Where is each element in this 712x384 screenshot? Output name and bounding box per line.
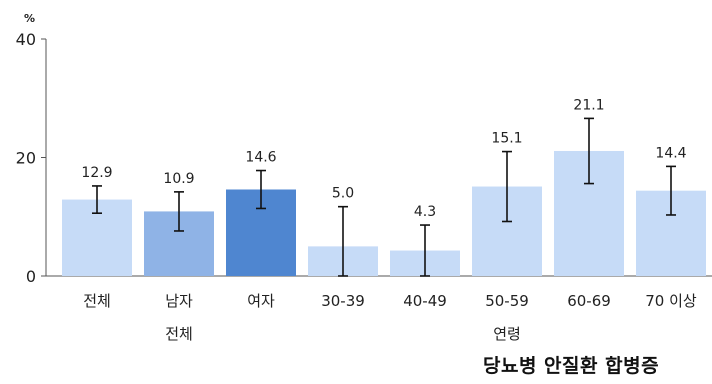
bar-layer (62, 117, 706, 277)
value-label-3: 14.6 (245, 150, 276, 166)
category-label-1: 전체 (83, 292, 111, 310)
value-label-6: 15.1 (491, 131, 522, 147)
footer-title: 당뇨병 안질환 합병증 (483, 355, 660, 377)
y-tick-label-0: 0 (26, 267, 36, 286)
value-label-5: 4.3 (414, 204, 436, 220)
group-label-1: 전체 (165, 325, 193, 343)
category-label-7: 60-69 (567, 292, 611, 310)
value-label-4: 5.0 (332, 186, 354, 202)
category-label-3: 여자 (247, 292, 275, 310)
category-label-8: 70 이상 (645, 292, 697, 310)
label-layer: 12.9 전체 10.9 남자 14.6 여자 5.0 30-39 4.3 40-49 15.1 50… (81, 97, 697, 343)
value-label-8: 14.4 (655, 145, 686, 161)
category-label-4: 30-39 (321, 292, 365, 310)
group-label-2: 연령 (493, 325, 521, 343)
y-tick-label-20: 20 (16, 149, 36, 168)
y-axis-unit-label: % (24, 12, 35, 25)
category-label-5: 40-49 (403, 292, 447, 310)
category-label-6: 50-59 (485, 292, 529, 310)
value-label-2: 10.9 (163, 171, 194, 187)
value-label-7: 21.1 (573, 97, 604, 113)
y-tick-label-40: 40 (16, 30, 36, 49)
category-label-2: 남자 (165, 292, 193, 310)
value-label-1: 12.9 (81, 165, 112, 181)
